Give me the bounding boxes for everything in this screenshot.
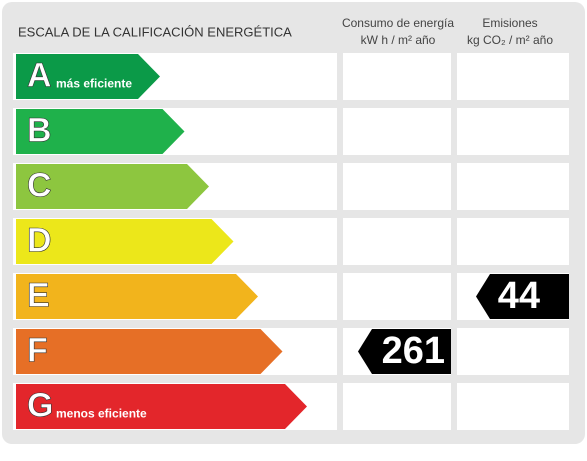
cell: [457, 218, 569, 265]
cell: [343, 383, 451, 430]
rating-arrow: [16, 54, 160, 99]
cell: [343, 108, 451, 155]
cell: [343, 163, 451, 210]
cell: [457, 163, 569, 210]
rating-arrow: [16, 164, 209, 209]
cell: [457, 383, 569, 430]
emissions-value: 44: [498, 275, 540, 317]
consumption-value: 261: [382, 330, 445, 372]
rating-letter: E: [27, 276, 50, 314]
rating-letter: C: [27, 166, 52, 204]
rating-arrow: [16, 219, 234, 264]
rating-arrow: [16, 274, 258, 319]
rating-letter: D: [27, 221, 52, 259]
cell: [343, 53, 451, 100]
rating-letter: F: [27, 331, 48, 369]
value-badge: [476, 274, 569, 319]
cell: [343, 273, 451, 320]
column-header: Emisiones: [482, 16, 537, 30]
title: ESCALA DE LA CALIFICACIÓN ENERGÉTICA: [18, 24, 292, 39]
column-header: Consumo de energía: [342, 16, 454, 30]
rating-note: menos eficiente: [56, 407, 147, 421]
column-header: kW h / m² año: [361, 33, 436, 47]
rating-arrow: [16, 384, 307, 429]
rating-letter: B: [27, 111, 52, 149]
rating-arrow: [16, 329, 283, 374]
cell: [343, 218, 451, 265]
cell: [457, 53, 569, 100]
rating-letter: G: [27, 386, 53, 424]
rating-note: más eficiente: [56, 77, 132, 91]
rating-arrow: [16, 109, 185, 154]
value-badge: [358, 329, 451, 374]
cell: [457, 108, 569, 155]
column-header: kg CO₂ / m² año: [467, 33, 553, 47]
rating-letter: A: [27, 56, 52, 94]
cell: [457, 328, 569, 375]
